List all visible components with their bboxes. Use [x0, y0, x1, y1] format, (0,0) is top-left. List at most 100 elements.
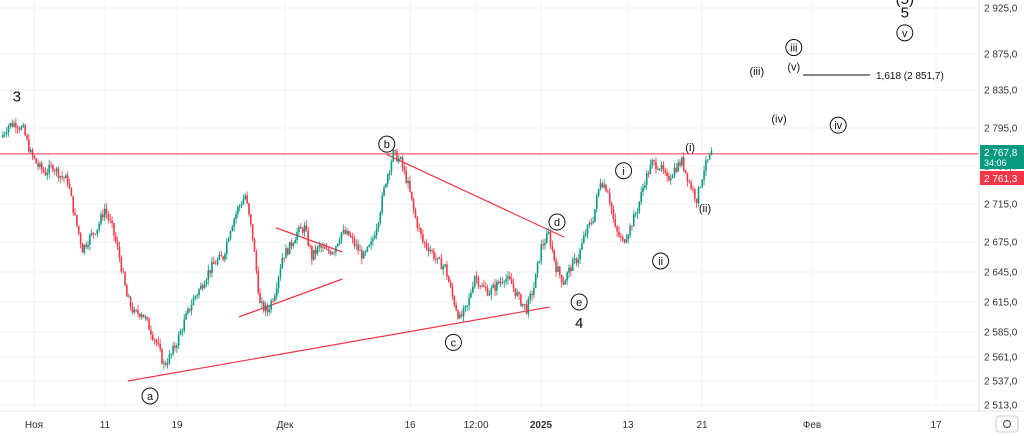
wave-label[interactable]: (iv) [771, 114, 786, 126]
wave-label[interactable]: (ii) [699, 203, 711, 215]
candle [386, 173, 389, 188]
wave-label[interactable]: (i) [685, 142, 695, 154]
candle [405, 166, 408, 185]
trend-line[interactable] [238, 278, 343, 318]
candle [194, 295, 197, 301]
candle [63, 176, 65, 183]
wave-label[interactable]: b [378, 135, 396, 153]
price-axis-background [979, 0, 1024, 411]
candle [547, 227, 550, 235]
svg-text:2 767,8: 2 767,8 [984, 148, 1018, 159]
candle [435, 253, 437, 264]
candle [444, 263, 446, 268]
candle [509, 271, 511, 281]
candle [287, 247, 289, 257]
time-axis-background [0, 411, 1024, 436]
wave-label[interactable]: 4 [575, 315, 583, 332]
candle [472, 281, 474, 294]
candle [422, 229, 424, 245]
candle [595, 192, 598, 213]
wave-label[interactable]: i [615, 162, 633, 180]
candle [126, 283, 128, 297]
candle [682, 152, 685, 173]
time-tick-label: Фев [803, 420, 821, 431]
wave-label[interactable]: iv [829, 116, 847, 134]
candle [379, 210, 382, 226]
candle [209, 270, 211, 278]
candle [525, 300, 528, 315]
candle [553, 249, 556, 263]
candle [484, 281, 487, 292]
candle [403, 162, 406, 175]
candle [283, 257, 285, 263]
candle [586, 223, 589, 239]
candle [555, 256, 557, 277]
candle [653, 159, 655, 166]
candle [475, 271, 478, 284]
wave-label[interactable]: (iii) [749, 66, 764, 78]
svg-text:e: e [576, 297, 582, 309]
wave-label[interactable]: ii [652, 252, 670, 270]
candle [255, 249, 258, 275]
candle [292, 241, 295, 249]
candle [53, 168, 56, 175]
candle [651, 158, 654, 169]
candle [329, 249, 332, 256]
candle [188, 308, 191, 313]
settings-button[interactable] [995, 415, 1019, 433]
wave-label[interactable]: (5) [896, 0, 914, 8]
candle [331, 251, 334, 255]
wave-label[interactable]: d [548, 213, 566, 231]
time-tick-label: 11 [100, 420, 111, 431]
wave-label[interactable]: 5 [901, 5, 909, 22]
candle [7, 124, 10, 137]
candle [272, 297, 274, 304]
candle [642, 183, 644, 197]
candle [632, 210, 635, 227]
price-tick-label: 2 835,0 [984, 86, 1018, 97]
svg-text:iv: iv [834, 120, 842, 132]
wave-label[interactable]: v [896, 24, 914, 42]
candle [37, 159, 39, 171]
candle [488, 290, 491, 297]
wave-label[interactable]: iii [785, 39, 803, 57]
candle [266, 303, 269, 317]
trend-line[interactable] [386, 154, 565, 238]
candle [460, 310, 463, 318]
candle [549, 228, 552, 250]
candle [695, 198, 698, 209]
candle [423, 240, 426, 249]
candle [447, 274, 450, 283]
candle [52, 163, 54, 173]
candle [303, 221, 306, 237]
candle [114, 231, 117, 244]
candle [90, 229, 93, 237]
candle [673, 162, 676, 178]
wave-label[interactable]: a [141, 387, 159, 405]
time-tick-label: 12:00 [463, 420, 488, 431]
wave-label[interactable]: (v) [787, 62, 800, 74]
candle [462, 305, 465, 323]
wave-label[interactable]: 3 [13, 89, 21, 106]
candle [205, 278, 208, 288]
trend-line[interactable] [275, 227, 343, 253]
candle [592, 216, 594, 225]
candle [327, 246, 330, 254]
candle [409, 175, 411, 193]
candle [275, 282, 278, 300]
candle [31, 147, 34, 161]
wave-label[interactable]: c [444, 333, 462, 351]
wave-label[interactable]: e [570, 293, 588, 311]
candle [59, 175, 62, 184]
candle [692, 185, 694, 194]
svg-text:c: c [451, 337, 457, 349]
trend-line[interactable] [127, 306, 550, 382]
svg-text:(5): (5) [896, 0, 914, 8]
candle [107, 211, 110, 224]
candle [144, 314, 147, 321]
candle [185, 310, 187, 320]
price-tick-label: 2 615,0 [984, 298, 1018, 309]
candle [599, 178, 602, 191]
candle [658, 167, 661, 172]
